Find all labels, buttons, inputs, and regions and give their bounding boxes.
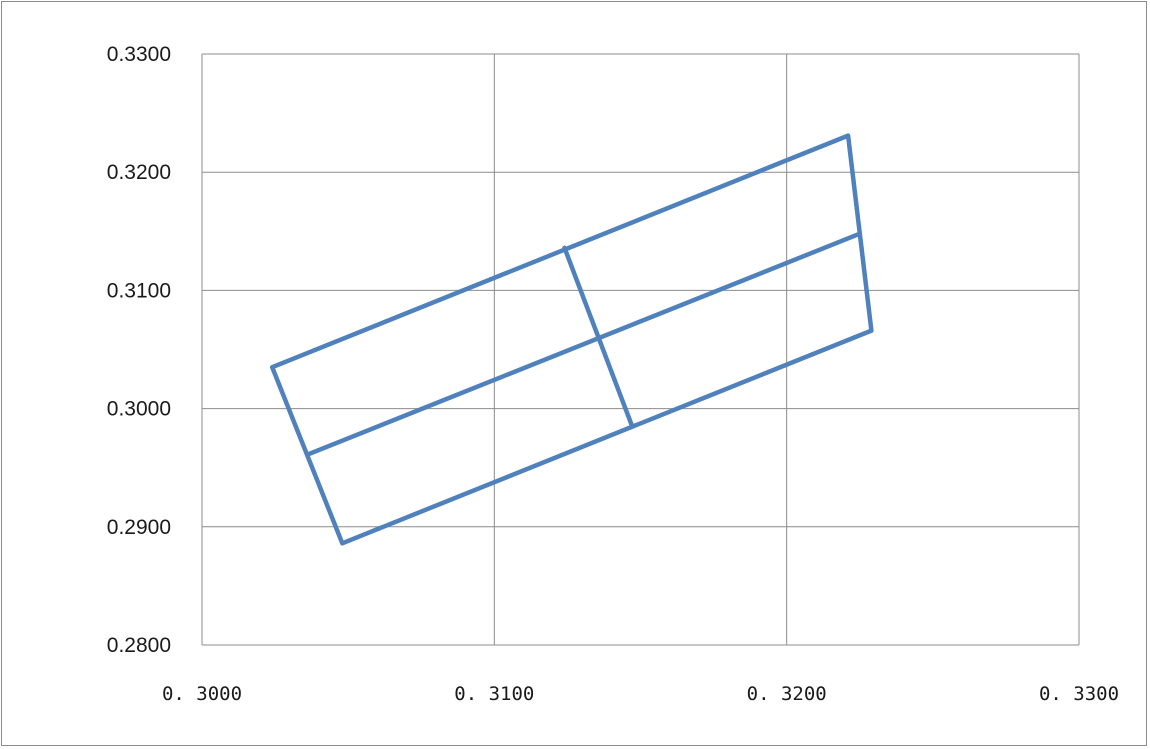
x-tick-label: 0. 3100 — [454, 683, 534, 705]
y-tick-label: 0.2900 — [107, 516, 171, 539]
x-tick-label: 0. 3300 — [1039, 683, 1119, 705]
y-tick-label: 0.3000 — [107, 398, 171, 421]
series-line-2 — [304, 231, 863, 457]
series-line-1 — [269, 133, 874, 546]
y-tick-label: 0.2800 — [107, 634, 171, 657]
x-tick-label: 0. 3000 — [162, 683, 242, 705]
y-tick-label: 0.3100 — [107, 279, 171, 302]
y-tick-label: 0.3300 — [107, 43, 171, 66]
series-line-3 — [562, 245, 634, 428]
y-tick-label: 0.3200 — [107, 161, 171, 184]
x-tick-label: 0. 3200 — [747, 683, 827, 705]
